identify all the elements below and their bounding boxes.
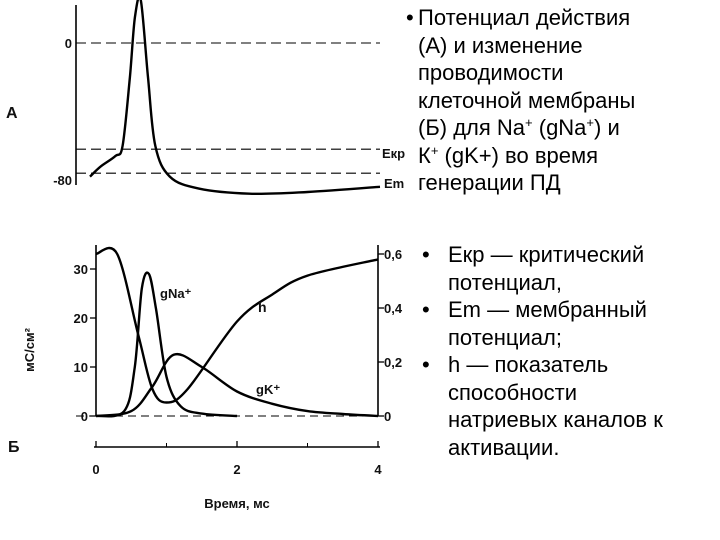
list-line: активации. xyxy=(448,434,560,460)
intro-line: Потенциал действия xyxy=(418,5,631,30)
x-tick-label: 2 xyxy=(233,462,240,477)
intro-text-part: ) и xyxy=(594,115,620,140)
superscript: + xyxy=(586,115,595,130)
panel-b-tick-marks xyxy=(90,253,384,447)
h-curve xyxy=(95,246,379,404)
list-line: h — показатель xyxy=(448,352,609,377)
intro-text-part: (gK+) во время xyxy=(438,142,599,168)
x-tick-label: 0 xyxy=(92,462,99,477)
superscript: + xyxy=(525,115,533,130)
left-tick-label: 0 xyxy=(81,409,88,424)
left-tick-label: 30 xyxy=(74,262,88,277)
y-tick-label: -80 xyxy=(53,173,72,188)
intro-line: К+ (gK+) во время xyxy=(418,142,718,170)
gna-curve xyxy=(95,271,238,418)
panel-b-ylabel: мС/см² xyxy=(22,327,37,371)
right-tick-label: 0,6 xyxy=(384,247,402,262)
intro-bullet: • xyxy=(406,5,414,30)
intro-line: генерации ПД xyxy=(418,170,561,195)
panel-b-tick-labels: 30 20 10 0 0,6 0,4 0,2 0 0 2 4 xyxy=(74,247,403,477)
superscript: + xyxy=(430,142,439,158)
bullet-dot: • xyxy=(422,297,430,322)
panel-a-tick-labels: 0 -80 xyxy=(53,36,72,188)
gna-label: gNa⁺ xyxy=(160,286,192,301)
figure: А 0-80 Екр Em мС/см² Б 30201000,60,40,20… xyxy=(6,0,405,511)
list-item: • h — показатель способности натриевых к… xyxy=(418,351,718,461)
intro-line: проводимости xyxy=(418,60,564,85)
gk-label: gK⁺ xyxy=(256,382,280,397)
right-tick-label: 0,2 xyxy=(384,355,402,370)
h-label: h xyxy=(258,299,267,315)
list-line: способности xyxy=(448,379,577,405)
list-item: • Em — мембранный потенциал; xyxy=(418,296,718,351)
intro-text: • Потенциал действия (А) и изменение про… xyxy=(406,4,718,197)
list-line: Екр — критический xyxy=(448,242,645,267)
intro-line: клеточной мембраны xyxy=(418,87,636,113)
x-tick-label: 4 xyxy=(374,462,382,477)
list-line: потенциал, xyxy=(448,269,562,295)
bullet-dot: • xyxy=(422,352,430,377)
list-line: потенциал; xyxy=(448,324,562,350)
definitions-list: • Екр — критический потенциал, • Em — ме… xyxy=(418,241,718,461)
intro-line: (А) и изменение xyxy=(418,32,583,58)
y-tick-label: 0 xyxy=(65,36,72,51)
bullet-dot: • xyxy=(422,242,430,267)
panel-b-label: Б xyxy=(8,439,20,456)
list-item: • Екр — критический потенциал, xyxy=(418,241,718,296)
right-tick-label: 0 xyxy=(384,409,391,424)
left-tick-label: 10 xyxy=(74,360,88,375)
x-axis-label: Время, мс xyxy=(204,496,270,511)
list-line: Em — мембранный xyxy=(448,297,647,322)
intro-line: (Б) для Na+ (gNa+) и xyxy=(418,114,718,142)
list-line: натриевых каналов к xyxy=(448,407,663,432)
ekr-label: Екр xyxy=(382,146,405,161)
intro-text-part: К xyxy=(418,142,431,168)
intro-text-part: (gNa xyxy=(532,115,587,140)
left-tick-label: 20 xyxy=(74,311,88,326)
panel-a-label: А xyxy=(6,105,18,122)
action-potential-curve xyxy=(89,0,381,196)
panel-a-reference-lines xyxy=(76,42,380,174)
intro-text-part: (Б) для Na xyxy=(418,115,526,140)
gk-curve xyxy=(95,352,379,418)
em-label: Em xyxy=(384,176,404,191)
right-tick-label: 0,4 xyxy=(384,301,403,316)
